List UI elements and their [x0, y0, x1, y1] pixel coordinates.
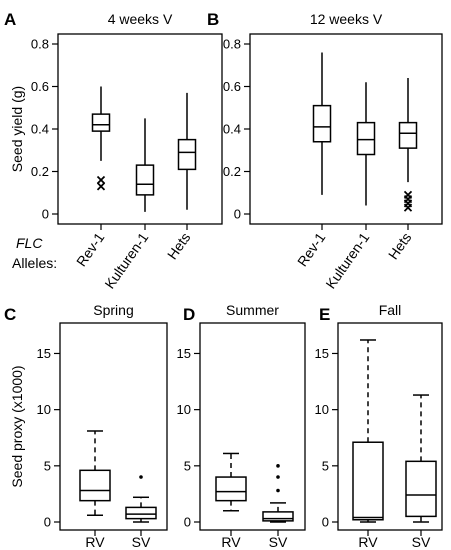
box-kulturen-1 — [135, 118, 155, 212]
panel-c: C Spring Seed proxy (x1000) 0 5 10 15 RV SV — [4, 302, 168, 550]
outlier-stroke — [96, 175, 106, 185]
box-hets — [177, 92, 197, 210]
outlier-marker — [276, 464, 280, 468]
box-iqr — [356, 121, 376, 156]
x-category-label: SV — [269, 534, 288, 550]
box-iqr — [262, 511, 294, 522]
y-tick-label: 15 — [315, 346, 329, 361]
box-rv — [352, 339, 384, 523]
box-sv — [125, 475, 157, 523]
outlier-stroke — [403, 190, 413, 200]
y-tick-label: 0.4 — [31, 122, 49, 137]
box-iqr — [352, 441, 384, 521]
box-iqr — [312, 104, 332, 143]
alleles-label: Alleles: — [12, 255, 57, 271]
plot-frame — [337, 322, 443, 531]
y-tick-label: 0.8 — [223, 37, 241, 52]
panel-letter: C — [4, 305, 16, 324]
y-tick-label: 0.6 — [223, 79, 241, 94]
x-category-label: Rev-1 — [73, 229, 108, 269]
y-tick-label: 0.8 — [31, 37, 49, 52]
y-axis-label: Seed proxy (x1000) — [9, 365, 25, 487]
box-iqr — [135, 164, 155, 196]
box-iqr — [398, 121, 418, 149]
box-iqr — [79, 469, 111, 502]
y-tick-label: 0 — [234, 207, 241, 222]
outlier-marker — [139, 475, 143, 479]
y-tick-label: 0.6 — [31, 79, 49, 94]
panel-d: D Summer 0 5 10 15 RV SV — [177, 302, 306, 550]
y-tick-label: 0 — [42, 207, 49, 222]
y-tick-label: 15 — [177, 346, 191, 361]
panel-letter: E — [319, 305, 330, 324]
panel-title: Fall — [379, 302, 402, 318]
x-category-label: Kulturen-1 — [101, 229, 151, 291]
x-category-label: RV — [358, 534, 378, 550]
x-category-label: RV — [221, 534, 241, 550]
outlier-marker — [276, 488, 280, 493]
y-tick-label: 0 — [184, 515, 191, 530]
outlier-stroke — [96, 182, 106, 191]
box-iqr — [125, 506, 157, 520]
box-sv — [405, 394, 437, 523]
box-rev-1 — [312, 52, 332, 195]
y-tick-label: 0 — [44, 515, 51, 530]
box-kulturen-1 — [356, 82, 376, 206]
panel-title: 12 weeks V — [310, 11, 383, 27]
plot-frame — [59, 322, 168, 531]
x-category-label: Rev-1 — [294, 229, 329, 269]
box-sv — [262, 464, 294, 523]
y-tick-label: 0.4 — [223, 122, 241, 137]
x-category-label: SV — [132, 534, 151, 550]
box-hets — [398, 78, 418, 212]
box-rv — [79, 430, 111, 517]
panel-letter: D — [183, 305, 195, 324]
y-tick-label: 10 — [315, 402, 329, 417]
panel-title: 4 weeks V — [108, 11, 173, 27]
box-iqr — [177, 138, 197, 171]
outlier-marker — [96, 182, 106, 191]
x-category-label: Hets — [385, 230, 415, 263]
x-category-label: SV — [412, 534, 431, 550]
box-iqr — [215, 476, 247, 502]
box-iqr — [91, 113, 111, 132]
box-rev-1 — [91, 86, 111, 191]
y-tick-label: 10 — [177, 402, 191, 417]
y-tick-label: 0.2 — [223, 164, 241, 179]
panel-title: Spring — [93, 302, 133, 318]
y-tick-label: 15 — [37, 346, 51, 361]
y-tick-label: 0 — [322, 515, 329, 530]
panel-title: Summer — [226, 302, 279, 318]
y-tick-label: 5 — [322, 458, 329, 473]
outlier-marker — [403, 190, 413, 200]
y-axis-label: Seed yield (g) — [9, 86, 25, 172]
outlier-marker — [276, 475, 280, 479]
panel-letter: A — [4, 10, 16, 29]
flc-label: FLC — [16, 235, 43, 251]
y-tick-label: 10 — [37, 402, 51, 417]
y-tick-label: 5 — [184, 458, 191, 473]
x-category-label: RV — [85, 534, 105, 550]
box-rv — [215, 452, 247, 512]
panel-letter: B — [207, 10, 219, 29]
y-tick-label: 0.2 — [31, 164, 49, 179]
plot-frame — [199, 322, 306, 531]
x-category-label: Hets — [164, 230, 194, 263]
panel-e: E Fall 0 5 10 15 RV SV — [315, 302, 443, 550]
y-tick-label: 5 — [44, 458, 51, 473]
box-iqr — [405, 460, 437, 518]
x-category-label: Kulturen-1 — [322, 229, 372, 291]
outlier-marker — [96, 175, 106, 185]
